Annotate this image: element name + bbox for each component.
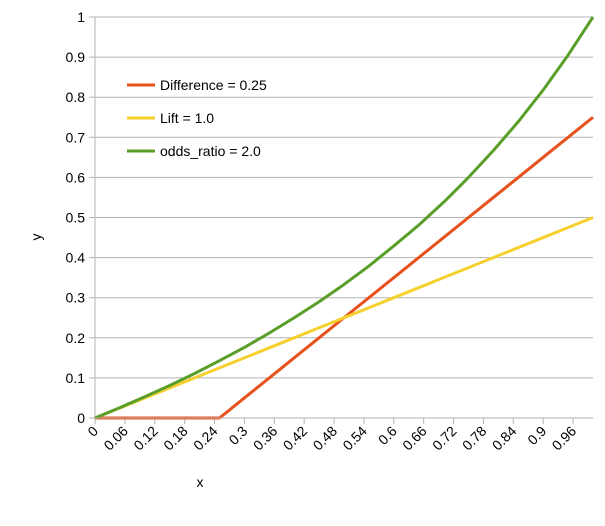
y-tick-label: 0.5 <box>66 210 86 226</box>
x-tick-label: 0.66 <box>399 423 430 454</box>
x-tick-label: 0.78 <box>459 423 490 454</box>
y-tick-label: 0 <box>77 410 85 426</box>
series-line <box>95 116 594 420</box>
legend-label: Lift = 1.0 <box>160 110 214 126</box>
y-tick-label: 0.7 <box>66 129 86 145</box>
x-tick-label: 0.84 <box>489 423 520 454</box>
y-tick-label: 0.8 <box>66 89 86 105</box>
x-tick-label: 0.96 <box>549 423 580 454</box>
x-tick-label: 0.3 <box>225 423 250 448</box>
x-tick-label: 0.36 <box>250 423 281 454</box>
series-line <box>94 216 594 420</box>
legend-label: Difference = 0.25 <box>160 77 267 93</box>
y-tick-label: 0.2 <box>66 330 86 346</box>
y-tick-label: 1 <box>77 9 85 25</box>
x-tick-label: 0.12 <box>130 423 161 454</box>
x-tick-label: 0.48 <box>310 423 341 454</box>
x-tick-label: 0.18 <box>160 423 191 454</box>
x-tick-label: 0 <box>84 423 101 440</box>
x-tick-label: 0.06 <box>100 423 131 454</box>
x-tick-label: 0.54 <box>339 423 370 454</box>
x-tick-label: 0.24 <box>190 423 221 454</box>
y-tick-label: 0.4 <box>66 250 86 266</box>
x-tick-label: 0.9 <box>524 423 549 448</box>
y-tick-label: 0.6 <box>66 169 86 185</box>
x-tick-label: 0.6 <box>375 423 400 448</box>
x-tick-label: 0.72 <box>429 423 460 454</box>
y-tick-label: 0.9 <box>66 49 86 65</box>
x-axis-label: x <box>197 474 204 490</box>
legend-label: odds_ratio = 2.0 <box>160 143 261 159</box>
series-line <box>94 16 595 420</box>
x-tick-label: 0.42 <box>280 423 311 454</box>
y-tick-label: 0.3 <box>66 290 86 306</box>
y-axis-label: y <box>28 234 44 241</box>
y-tick-label: 0.1 <box>66 370 86 386</box>
